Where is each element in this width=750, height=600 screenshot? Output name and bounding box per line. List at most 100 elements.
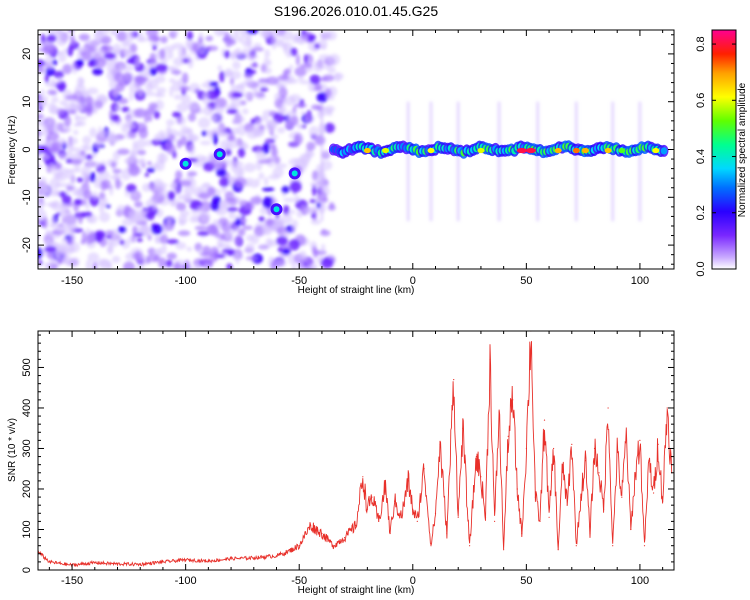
noise-blob (55, 84, 65, 89)
noise-blob (204, 129, 215, 136)
noise-blob (255, 148, 263, 160)
noise-blob (262, 196, 274, 209)
noise-blob (106, 70, 115, 81)
noise-blob (281, 185, 290, 194)
snr-frame (37, 330, 675, 571)
noise-blob (308, 125, 319, 138)
noise-blob (154, 93, 166, 98)
noise-blob (226, 108, 239, 114)
snr-point (484, 516, 487, 518)
snr-point (507, 435, 509, 437)
noise-blob (265, 30, 271, 40)
noise-blob (70, 257, 80, 267)
vertical-streak (638, 101, 642, 222)
noise-blob (216, 221, 223, 230)
noise-blob (320, 243, 326, 253)
noise-blob (160, 35, 168, 44)
snr-point (648, 460, 650, 462)
noise-blob (40, 88, 45, 96)
noise-blob (197, 247, 202, 255)
x-tick-label: -100 (175, 575, 197, 587)
noise-blob (156, 208, 164, 218)
noise-blob (311, 213, 316, 219)
snr-point (384, 484, 387, 486)
noise-blob (166, 50, 174, 60)
x-tick-label: -50 (291, 575, 307, 587)
snr-line (38, 341, 673, 568)
noise-blob (97, 95, 109, 103)
noise-blob (188, 143, 196, 156)
noise-blob (38, 137, 43, 143)
noise-blob (65, 260, 72, 267)
noise-blob (54, 190, 61, 196)
snr-point (287, 551, 289, 553)
snr-point (566, 504, 568, 506)
noise-blob (115, 178, 121, 190)
noise-blob (56, 212, 61, 217)
noise-blob (194, 225, 207, 231)
vertical-streak (497, 101, 501, 222)
noise-blob (325, 95, 335, 101)
noise-blob (172, 30, 179, 36)
noise-blob (179, 180, 192, 187)
noise-blob (153, 254, 159, 262)
noise-blob (225, 197, 237, 203)
noise-blob (285, 50, 292, 58)
y-tick-label: 100 (21, 520, 33, 538)
noise-blob (61, 194, 72, 205)
noise-blob (109, 78, 117, 90)
noise-blob (87, 159, 93, 169)
noise-blob (201, 130, 207, 137)
y-tick-label: 20 (21, 48, 33, 60)
snr-point (562, 464, 564, 466)
noise-blob (228, 210, 236, 220)
snr-point (598, 472, 600, 474)
noise-blob (246, 35, 252, 47)
noise-blob (94, 100, 104, 109)
noise-blob (118, 65, 126, 72)
noise-blob (70, 98, 76, 110)
vertical-streak (429, 101, 433, 222)
vertical-streak (407, 101, 410, 222)
y-tick-label: 300 (21, 439, 33, 457)
noise-blob (152, 198, 157, 211)
noise-blob (206, 89, 219, 100)
noise-blob (188, 113, 196, 122)
noise-blob (289, 64, 294, 70)
spectrogram-y-axis-label: Frequency (Hz) (7, 116, 18, 185)
noise-blob (221, 186, 227, 193)
noise-blob (271, 146, 278, 158)
noise-blob (225, 158, 232, 167)
noise-blob (230, 97, 242, 108)
noise-blob (79, 77, 85, 85)
y-tick-label: 400 (21, 399, 33, 417)
noise-blob (249, 63, 259, 68)
snr-y-axis-label: SNR (10 * v/v) (7, 418, 18, 482)
noise-blob (51, 140, 62, 153)
noise-blob (237, 36, 244, 43)
noise-blob (139, 224, 149, 235)
noise-blob (125, 252, 135, 261)
noise-blob (197, 117, 211, 129)
noise-blob (109, 109, 114, 119)
noise-blob (85, 202, 90, 210)
noise-blob (43, 262, 54, 267)
noise-blob (274, 92, 282, 102)
noise-blob (125, 30, 135, 43)
x-tick-label: -50 (291, 275, 307, 287)
noise-blob (295, 54, 300, 66)
noise-blob (77, 47, 90, 53)
vertical-streak (575, 101, 578, 222)
noise-blob (80, 145, 89, 150)
noise-blob (144, 111, 149, 124)
noise-blob (29, 222, 36, 232)
noise-blob (291, 261, 297, 269)
noise-blob (205, 45, 219, 52)
noise-blob (62, 203, 68, 211)
noise-blob (148, 35, 160, 42)
noise-blob (40, 33, 46, 44)
noise-blob (310, 181, 319, 188)
noise-blob (127, 235, 134, 243)
noise-blob (38, 46, 42, 52)
snr-point (332, 545, 334, 547)
